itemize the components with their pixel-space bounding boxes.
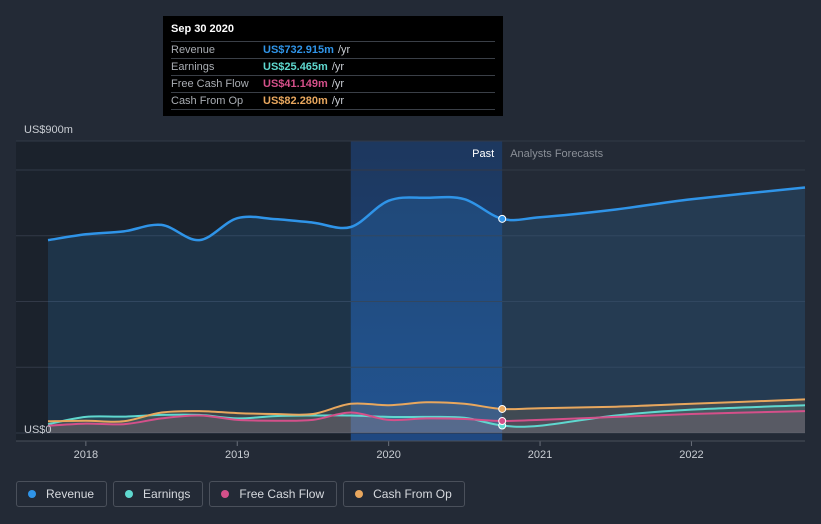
tooltip-value: US$25.465m [263, 61, 328, 73]
series-point-cash-from-op [498, 404, 507, 413]
legend-dot-icon [355, 490, 364, 498]
series-line-free-cash-flow [47, 410, 806, 427]
legend-item-cash-from-op[interactable]: Cash From Op [343, 481, 465, 507]
legend-label: Cash From Op [373, 487, 452, 501]
x-tick-label: 2019 [225, 449, 249, 461]
tooltip-label: Free Cash Flow [171, 78, 249, 90]
tooltip-label: Earnings [171, 61, 215, 73]
data-tooltip: Sep 30 2020 Revenue US$732.915m /yr Earn… [163, 16, 503, 116]
tooltip-highlight-band [350, 141, 503, 441]
tooltip-value: US$41.149m [263, 78, 328, 90]
tooltip-row-cash-from-op: Cash From Op US$82.280m /yr [171, 92, 495, 110]
tooltip-value: US$732.915m [263, 44, 334, 56]
series-area-free-cash-flow [48, 411, 805, 433]
x-tick-label: 2021 [528, 449, 552, 461]
series-line-revenue [47, 186, 806, 242]
x-tick-label: 2022 [679, 449, 703, 461]
past-label: Past [472, 148, 494, 160]
series-point-revenue [498, 214, 507, 223]
series-point-free-cash-flow [498, 416, 507, 425]
series-line-cash-from-op [47, 398, 806, 423]
legend-label: Revenue [46, 487, 95, 501]
tooltip-row-revenue: Revenue US$732.915m /yr [171, 41, 495, 58]
series-lines [47, 186, 806, 428]
y-axis-top-label: US$900m [24, 124, 73, 136]
gridlines [16, 140, 805, 434]
tooltip-row-free-cash-flow: Free Cash Flow US$41.149m /yr [171, 75, 495, 92]
tooltip-value: US$82.280m [263, 95, 328, 107]
chart-legend: Revenue Earnings Free Cash Flow Cash Fro… [16, 481, 465, 507]
legend-dot-icon [28, 490, 36, 498]
tooltip-unit: /yr [331, 78, 345, 90]
legend-item-revenue[interactable]: Revenue [16, 481, 108, 507]
tooltip-unit: /yr [331, 95, 345, 107]
x-tick-label: 2018 [74, 449, 98, 461]
x-tick-label: 2020 [376, 449, 400, 461]
legend-label: Free Cash Flow [239, 487, 325, 501]
legend-dot-icon [125, 490, 134, 498]
legend-label: Earnings [143, 487, 191, 501]
analysts-forecasts-label: Analysts Forecasts [510, 148, 603, 160]
legend-item-earnings[interactable]: Earnings [113, 481, 204, 507]
hover-markers [498, 214, 507, 430]
tooltip-unit: /yr [337, 44, 351, 56]
y-axis-bottom-label: US$0 [24, 424, 52, 436]
x-axis-ticks: 2018 2019 2020 2021 2022 [74, 441, 704, 461]
tooltip-date: Sep 30 2020 [171, 23, 234, 35]
tooltip-unit: /yr [331, 61, 345, 73]
legend-item-free-cash-flow[interactable]: Free Cash Flow [209, 481, 338, 507]
tooltip-row-earnings: Earnings US$25.465m /yr [171, 58, 495, 75]
legend-dot-icon [221, 490, 230, 498]
tooltip-label: Cash From Op [171, 95, 244, 107]
tooltip-label: Revenue [171, 44, 216, 56]
series-area-revenue [48, 187, 805, 433]
